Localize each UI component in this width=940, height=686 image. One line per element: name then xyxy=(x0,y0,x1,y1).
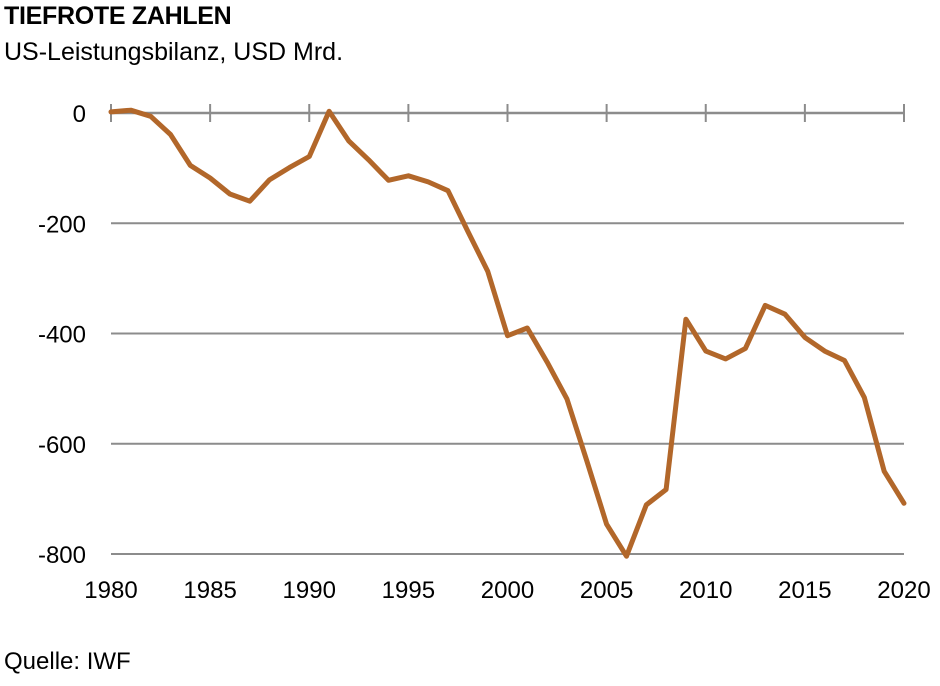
x-tick-label: 1995 xyxy=(382,577,435,604)
y-tick-label: 0 xyxy=(73,101,86,128)
gridlines xyxy=(111,222,904,555)
x-tick-label: 1990 xyxy=(283,577,336,604)
line-chart: 0 -200 -400 -600 -800 1980 1985 1990 1995 2000 20… xyxy=(38,101,931,604)
series-line xyxy=(108,107,907,559)
source-note: Quelle: IWF xyxy=(4,648,131,675)
x-tick-label: 2020 xyxy=(877,577,930,604)
x-tick-label: 1980 xyxy=(84,577,137,604)
y-axis-tick-labels: 0 -200 -400 -600 -800 xyxy=(38,101,86,569)
x-axis: 1980 1985 1990 1995 2000 2005 2010 2015 2020 xyxy=(84,104,931,604)
x-tick-label: 2000 xyxy=(481,577,534,604)
y-tick-label: -600 xyxy=(38,432,86,459)
x-tick-label: 2010 xyxy=(679,577,732,604)
chart-title: TIEFROTE ZAHLEN xyxy=(4,2,232,30)
x-tick-label: 2015 xyxy=(778,577,831,604)
x-tick-label: 1985 xyxy=(183,577,236,604)
series-layer xyxy=(108,107,907,559)
y-tick-label: -400 xyxy=(38,322,86,349)
chart-subtitle: US-Leistungsbilanz, USD Mrd. xyxy=(4,38,344,66)
y-tick-label: -200 xyxy=(38,211,86,238)
x-tick-label: 2005 xyxy=(580,577,633,604)
y-tick-label: -800 xyxy=(38,542,86,569)
